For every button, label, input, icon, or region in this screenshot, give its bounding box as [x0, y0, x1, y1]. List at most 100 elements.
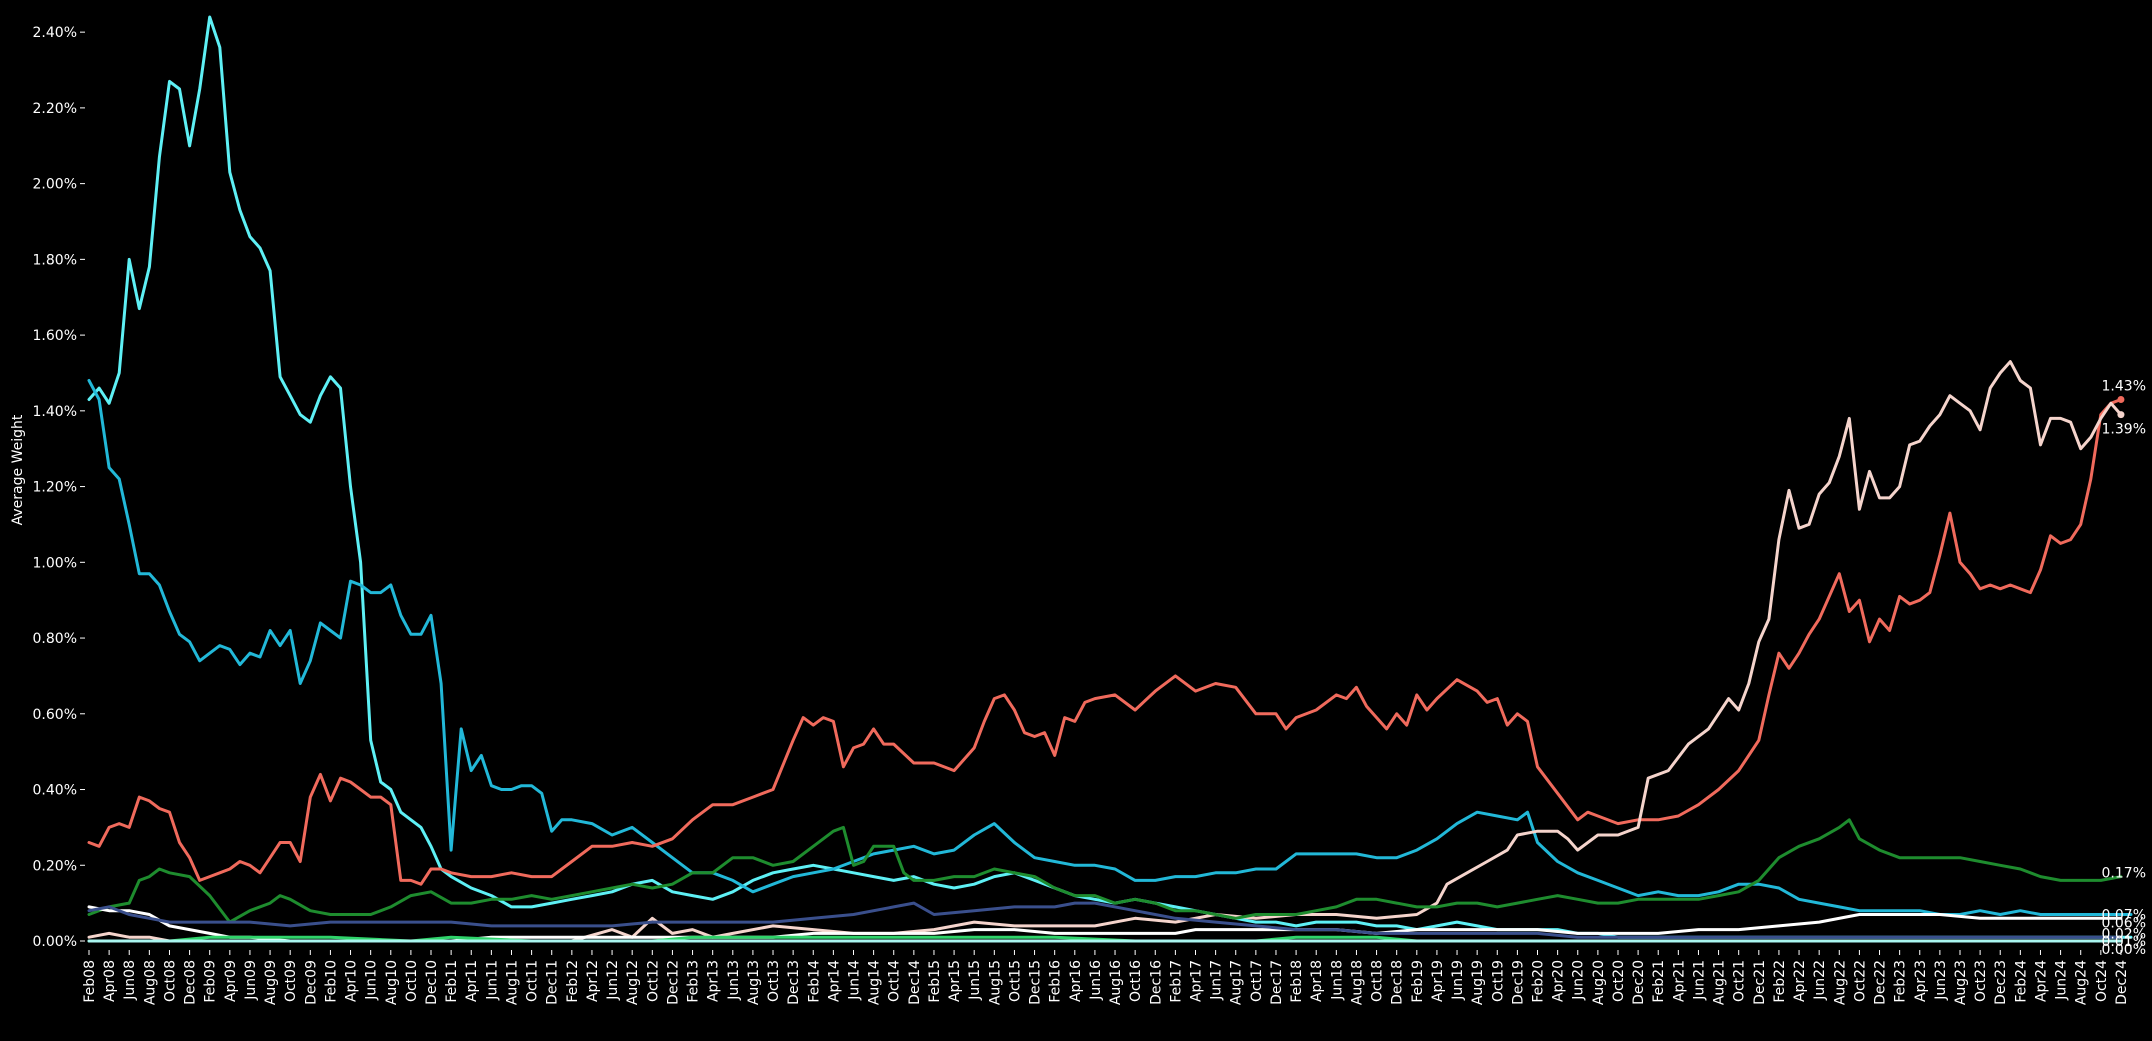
x-tick-label: Jun16 — [1088, 960, 1104, 1001]
x-tick-label: Jun23 — [1933, 960, 1949, 1001]
y-tick-label: 2.40% — [33, 25, 77, 41]
x-tick-label: Apr23 — [1913, 960, 1929, 1002]
end-value-label: 1.39% — [2102, 422, 2146, 438]
end-value-label: 0.06% — [2102, 915, 2146, 931]
y-tick-label: 2.20% — [33, 101, 77, 117]
end-value-label: 0.07% — [2102, 907, 2146, 923]
x-tick-label: Apr14 — [826, 960, 842, 1002]
x-tick-label: Apr09 — [223, 960, 239, 1002]
x-tick-label: Oct16 — [1128, 960, 1144, 1002]
x-tick-label: Apr08 — [102, 960, 118, 1002]
x-tick-label: Dec12 — [665, 960, 681, 1005]
y-tick-label: 0.40% — [33, 783, 77, 799]
x-tick-label: Jun12 — [605, 960, 621, 1001]
series-line-5 — [87, 818, 2123, 924]
x-axis: Feb08 Apr08 Jun08 Aug08 Oct08 Dec08 Feb09 Apr09… — [82, 950, 2130, 1005]
x-tick-label: Feb14 — [806, 960, 822, 1003]
y-tick-label: 0.00% — [33, 934, 77, 950]
x-tick-label: Jun17 — [1209, 960, 1225, 1001]
x-tick-label: Dec09 — [303, 960, 319, 1005]
y-tick-label: 1.40% — [33, 404, 77, 420]
x-tick-label: Aug20 — [1591, 960, 1607, 1005]
x-tick-label: Feb21 — [1651, 960, 1667, 1003]
x-tick-label: Aug19 — [1470, 960, 1486, 1005]
x-tick-label: Feb16 — [1048, 960, 1064, 1003]
x-tick-label: Feb11 — [444, 960, 460, 1003]
series-line-2 — [87, 379, 2133, 916]
y-tick-label: 1.20% — [33, 480, 77, 496]
end-value-label: 0.01% — [2102, 934, 2146, 950]
x-tick-label: Dec08 — [183, 960, 199, 1005]
x-tick-label: Aug23 — [1953, 960, 1969, 1005]
x-tick-label: Jun20 — [1571, 960, 1587, 1001]
end-value-label: 1.43% — [2102, 378, 2146, 394]
x-tick-label: Feb17 — [1168, 960, 1184, 1003]
end-value-label: 0.00% — [2102, 942, 2146, 958]
x-tick-label: Feb12 — [565, 960, 581, 1003]
x-tick-label: Aug22 — [1832, 960, 1848, 1005]
x-tick-label: Oct22 — [1852, 960, 1868, 1002]
x-tick-label: Feb09 — [203, 960, 219, 1003]
x-tick-label: Feb15 — [927, 960, 943, 1003]
x-tick-label: Aug15 — [987, 960, 1003, 1005]
x-tick-label: Oct12 — [645, 960, 661, 1002]
x-tick-label: Dec17 — [1269, 960, 1285, 1005]
x-tick-label: Apr16 — [1068, 960, 1084, 1002]
x-tick-label: Dec19 — [1510, 960, 1526, 1005]
series-line-7 — [87, 901, 2123, 939]
x-tick-label: Jun11 — [484, 960, 500, 1001]
x-tick-label: Oct23 — [1973, 960, 1989, 1002]
x-tick-label: Oct18 — [1370, 960, 1386, 1002]
x-tick-label: Aug17 — [1229, 960, 1245, 1005]
x-tick-label: Aug11 — [504, 960, 520, 1005]
x-tick-label: Feb13 — [686, 960, 702, 1003]
x-tick-label: Oct14 — [887, 960, 903, 1002]
x-tick-label: Jun14 — [846, 960, 862, 1001]
x-tick-label: Oct21 — [1732, 960, 1748, 1002]
x-tick-label: Jun18 — [1329, 960, 1345, 1001]
x-tick-label: Dec21 — [1752, 960, 1768, 1005]
x-tick-label: Dec18 — [1390, 960, 1406, 1005]
x-tick-label: Oct11 — [525, 960, 541, 1002]
x-tick-label: Aug13 — [746, 960, 762, 1005]
x-tick-label: Dec23 — [1993, 960, 2009, 1005]
x-tick-label: Aug16 — [1108, 960, 1124, 1005]
x-tick-label: Dec11 — [545, 960, 561, 1005]
x-tick-label: Apr24 — [2033, 960, 2049, 1002]
x-tick-label: Feb08 — [82, 960, 98, 1003]
x-tick-label: Dec15 — [1028, 960, 1044, 1005]
x-tick-label: Aug10 — [384, 960, 400, 1005]
x-tick-label: Jun13 — [726, 960, 742, 1001]
x-tick-label: Feb20 — [1531, 960, 1547, 1003]
x-tick-label: Dec24 — [2114, 960, 2130, 1005]
x-tick-label: Oct09 — [283, 960, 299, 1002]
x-tick-label: Apr22 — [1792, 960, 1808, 1002]
x-tick-label: Feb23 — [1893, 960, 1909, 1003]
x-tick-label: Jun09 — [243, 960, 259, 1001]
y-tick-label: 1.60% — [33, 328, 77, 344]
x-tick-label: Apr20 — [1551, 960, 1567, 1002]
x-tick-label: Dec14 — [907, 960, 923, 1005]
x-tick-label: Jun08 — [122, 960, 138, 1001]
x-tick-label: Apr13 — [706, 960, 722, 1002]
x-tick-label: Aug24 — [2074, 960, 2090, 1005]
series-end-marker — [2117, 395, 2125, 403]
y-tick-label: 1.00% — [33, 555, 77, 571]
x-tick-label: Feb19 — [1410, 960, 1426, 1003]
x-tick-label: Jun24 — [2054, 960, 2070, 1001]
x-tick-label: Feb24 — [2013, 960, 2029, 1003]
x-tick-label: Oct19 — [1490, 960, 1506, 1002]
end-value-label: 0.02% — [2102, 926, 2146, 942]
x-tick-label: Oct10 — [404, 960, 420, 1002]
x-tick-label: Apr19 — [1430, 960, 1446, 1002]
end-value-label: 0.17% — [2102, 866, 2146, 882]
x-tick-label: Oct15 — [1007, 960, 1023, 1002]
x-tick-label: Feb10 — [323, 960, 339, 1003]
series-layer — [87, 15, 2133, 943]
x-tick-label: Feb18 — [1289, 960, 1305, 1003]
x-tick-label: Aug14 — [867, 960, 883, 1005]
y-axis-title: Average Weight — [10, 414, 26, 525]
x-tick-label: Dec16 — [1148, 960, 1164, 1005]
